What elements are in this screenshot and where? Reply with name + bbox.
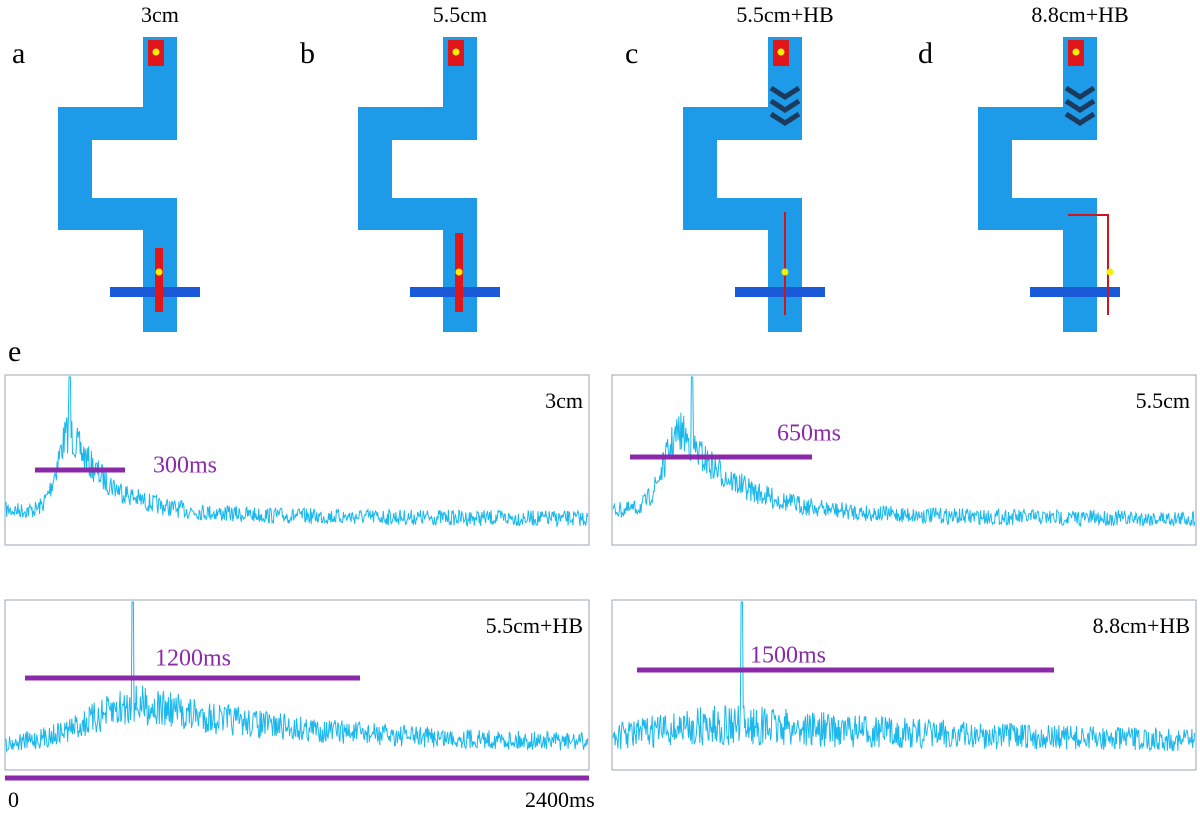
cross-bar	[735, 287, 825, 297]
target-zone	[155, 248, 163, 312]
trace-label: 5.5cm+HB	[486, 613, 583, 638]
trace-label: 3cm	[545, 388, 583, 413]
signal-trace	[5, 601, 589, 754]
barrier-chevron	[1064, 85, 1096, 100]
signal-trace	[612, 376, 1196, 528]
trace-panel: 650ms 5.5cm	[611, 374, 1197, 546]
trace-frame	[4, 374, 590, 546]
panel-label: e	[8, 335, 21, 368]
target-dot	[155, 268, 163, 276]
duration-label: 1200ms	[155, 646, 231, 672]
trace-panel: 1200ms 5.5cm+HB	[4, 599, 590, 771]
panel-label: c	[625, 37, 638, 70]
start-dot	[452, 48, 460, 56]
signal-trace	[5, 376, 589, 528]
maze-panel	[58, 37, 200, 332]
duration-label: 1500ms	[750, 643, 826, 669]
panel-title: 5.5cm+HB	[736, 2, 833, 27]
start-dot	[152, 48, 160, 56]
target-dot	[1106, 268, 1114, 276]
channel	[1063, 198, 1097, 332]
panel-title: 3cm	[141, 2, 179, 27]
duration-label: 300ms	[153, 453, 217, 479]
barrier-chevron	[769, 98, 801, 113]
barrier-chevron	[769, 85, 801, 100]
target-line	[1068, 214, 1109, 315]
duration-label: 650ms	[777, 421, 841, 447]
panel-label: b	[300, 37, 315, 70]
target-dot	[781, 268, 789, 276]
trace-label: 5.5cm	[1136, 388, 1190, 413]
maze-panel	[683, 37, 825, 332]
panel-title: 5.5cm	[433, 2, 487, 27]
barrier-chevron	[769, 111, 801, 126]
trace-panel: 1500ms 8.8cm+HB	[611, 599, 1197, 771]
trace-label: 8.8cm+HB	[1093, 613, 1190, 638]
target-dot	[455, 268, 463, 276]
signal-trace	[612, 601, 1196, 753]
trace-frame	[4, 599, 590, 771]
barrier-chevron	[1064, 111, 1096, 126]
axis-start: 0	[8, 787, 19, 812]
panel-label: d	[918, 37, 933, 70]
panel-title: 8.8cm+HB	[1031, 2, 1128, 27]
start-dot	[1072, 48, 1080, 56]
traces: e 300ms 3cm 650ms 5.5cm 1200ms 5.5cm+HB 1500ms 8…	[4, 335, 1197, 812]
trace-frame	[611, 599, 1197, 771]
maze-panel	[358, 37, 500, 332]
cross-bar	[1030, 287, 1120, 297]
panel-label: a	[12, 37, 25, 70]
maze-panel	[978, 37, 1120, 332]
barrier-chevron	[1064, 98, 1096, 113]
trace-panel: 300ms 3cm	[4, 374, 590, 546]
diagrams: a 3cm b 5.5cm c 5.5cm+HB d 8.8cm+HB	[12, 2, 1129, 332]
axis-end: 2400ms	[525, 787, 595, 812]
start-dot	[777, 48, 785, 56]
trace-frame	[611, 374, 1197, 546]
